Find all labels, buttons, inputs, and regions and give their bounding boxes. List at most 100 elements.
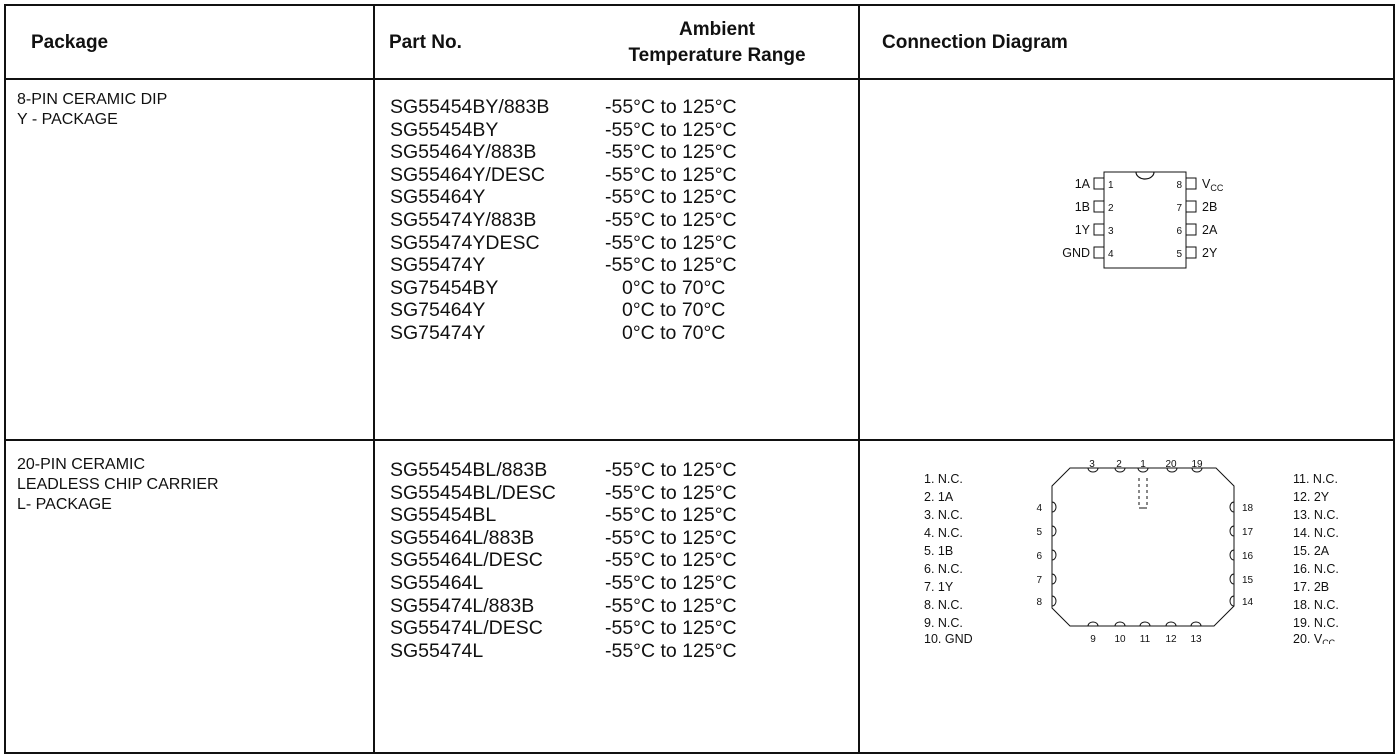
part-row: SG55464Y/883B -55°C to 125°C [390, 141, 737, 164]
pin-list-item: 7. 1Y [924, 580, 954, 594]
lcc-pad [1139, 621, 1151, 627]
part-number: SG55454BL/DESC [390, 481, 556, 504]
lcc-pad [1190, 621, 1202, 627]
temperature-range: -55°C to 125°C [605, 617, 737, 640]
temperature-range: -55°C to 125°C [605, 639, 737, 662]
lcc-pad [1137, 467, 1149, 473]
lcc-pin-number: 8 [1036, 597, 1042, 608]
part-row: SG75464Y 0°C to 70°C [390, 299, 737, 322]
temperature-range: -55°C to 125°C [605, 254, 737, 277]
lcc-pad [1051, 549, 1057, 561]
pin-list-item: 16. N.C. [1293, 562, 1339, 576]
temperature-range: -55°C to 125°C [605, 231, 737, 254]
part-row: SG55454BY -55°C to 125°C [390, 119, 737, 142]
lcc-pad [1229, 595, 1235, 607]
part-number: SG75454BY [390, 276, 499, 299]
part-number: SG55454BY/883B [390, 96, 550, 118]
part-row: SG55474L/DESC -55°C to 125°C [390, 617, 737, 640]
lcc-pin-number: 15 [1242, 575, 1254, 586]
part-number: SG55454BY [390, 118, 499, 141]
lcc-pin-number: 10 [1114, 634, 1126, 644]
lcc-pad [1229, 549, 1235, 561]
lcc-pad [1051, 525, 1057, 537]
lcc-pin-number: 5 [1036, 527, 1042, 538]
pin-list-item: 4. N.C. [924, 526, 963, 540]
temperature-range: -55°C to 125°C [605, 481, 737, 504]
dip-pin-label: GND [1062, 246, 1090, 260]
lcc-pad [1087, 621, 1099, 627]
dip-pin [1185, 246, 1197, 259]
lcc-pin-number: 2 [1116, 459, 1122, 470]
package-line: L- PACKAGE [17, 496, 112, 513]
lcc-pad [1114, 467, 1126, 473]
pin-list-item: 10. GND [924, 632, 973, 644]
pin-list-item: 13. N.C. [1293, 508, 1339, 522]
dip-pin-label: 1A [1075, 177, 1091, 191]
part-row: SG75454BY 0°C to 70°C [390, 277, 737, 300]
lcc-pad [1051, 573, 1057, 585]
dip-pin-number: 3 [1108, 226, 1114, 237]
temperature-range: -55°C to 125°C [605, 459, 737, 481]
pin-list-item: 11. N.C. [1293, 472, 1338, 486]
dip-pin-label: 1Y [1075, 223, 1091, 237]
pin-list-item: 12. 2Y [1293, 490, 1330, 504]
temperature-range: -55°C to 125°C [605, 118, 737, 141]
dip-pin-number: 8 [1176, 180, 1182, 191]
dip-pin [1185, 177, 1197, 190]
dip-pin [1093, 177, 1105, 190]
dip-pin-number: 5 [1176, 249, 1182, 260]
temperature-range: 0°C to 70°C [622, 299, 726, 322]
package-cell-row1: 8-PIN CERAMIC DIP Y - PACKAGE [17, 90, 167, 130]
pin-list-item: 2. 1A [924, 490, 954, 504]
temperature-range: -55°C to 125°C [605, 96, 737, 118]
lcc-pin-number: 19 [1191, 459, 1203, 470]
dip-pin [1093, 200, 1105, 213]
dip-pin-label: 2B [1202, 200, 1217, 214]
header-temp-line1: Ambient [679, 19, 755, 40]
part-number: SG55474L [390, 639, 484, 662]
pin-list-item: 18. N.C. [1293, 598, 1339, 612]
pin-list-item: 8. N.C. [924, 598, 963, 612]
lcc-pin-number: 3 [1089, 459, 1095, 470]
lcc-pad [1229, 573, 1235, 585]
pin-list-item: 15. 2A [1293, 544, 1330, 558]
lcc-pad [1051, 595, 1057, 607]
dip-notch [1135, 171, 1155, 180]
lcc-pad [1166, 467, 1178, 473]
dip-pin-number: 6 [1176, 226, 1182, 237]
lcc-pin-number: 16 [1242, 551, 1254, 562]
part-number: SG55474YDESC [390, 231, 540, 254]
pin-list-item: 9. N.C. [924, 616, 963, 630]
temperature-range: -55°C to 125°C [605, 208, 737, 231]
part-number: SG55474Y [390, 254, 486, 277]
header-package: Package [31, 32, 109, 53]
part-number: SG55464L/DESC [390, 549, 543, 572]
pin-list-item: 20. VCC [1293, 632, 1336, 644]
lcc-pad [1229, 501, 1235, 513]
lcc-pad [1051, 501, 1057, 513]
pin-list-item: 19. N.C. [1293, 616, 1339, 630]
temperature-range: 0°C to 70°C [622, 276, 726, 299]
dip-pin [1093, 223, 1105, 236]
header-connection-diagram: Connection Diagram [882, 32, 1068, 53]
temperature-range: 0°C to 70°C [622, 321, 726, 344]
dip-pin-label: 2A [1202, 223, 1218, 237]
part-row: SG55464Y -55°C to 125°C [390, 186, 737, 209]
part-row: SG55454BY/883B -55°C to 125°C [390, 96, 737, 119]
part-row: SG55464L/883B -55°C to 125°C [390, 527, 737, 550]
part-number: SG55464Y/DESC [390, 163, 546, 186]
lcc-pad [1191, 467, 1203, 473]
lcc-pin-number: 1 [1140, 459, 1146, 470]
part-number: SG55464Y [390, 186, 486, 209]
dip-pin [1093, 246, 1105, 259]
package-line: Y - PACKAGE [17, 111, 118, 128]
column-divider-2 [858, 6, 860, 752]
part-number: SG55464Y/883B [390, 141, 537, 164]
dip-pin [1185, 223, 1197, 236]
pin-list-item: 14. N.C. [1293, 526, 1339, 540]
lcc20-connection-diagram: 1. N.C. 2. 1A 3. N.C. 4. N.C. 5. 1B 6. N… [924, 459, 1339, 644]
part-number: SG55474Y/883B [390, 208, 537, 231]
dip-pin [1185, 200, 1197, 213]
part-row: SG55474Y/883B -55°C to 125°C [390, 209, 737, 232]
part-row: SG55454BL/883B -55°C to 125°C [390, 459, 737, 482]
